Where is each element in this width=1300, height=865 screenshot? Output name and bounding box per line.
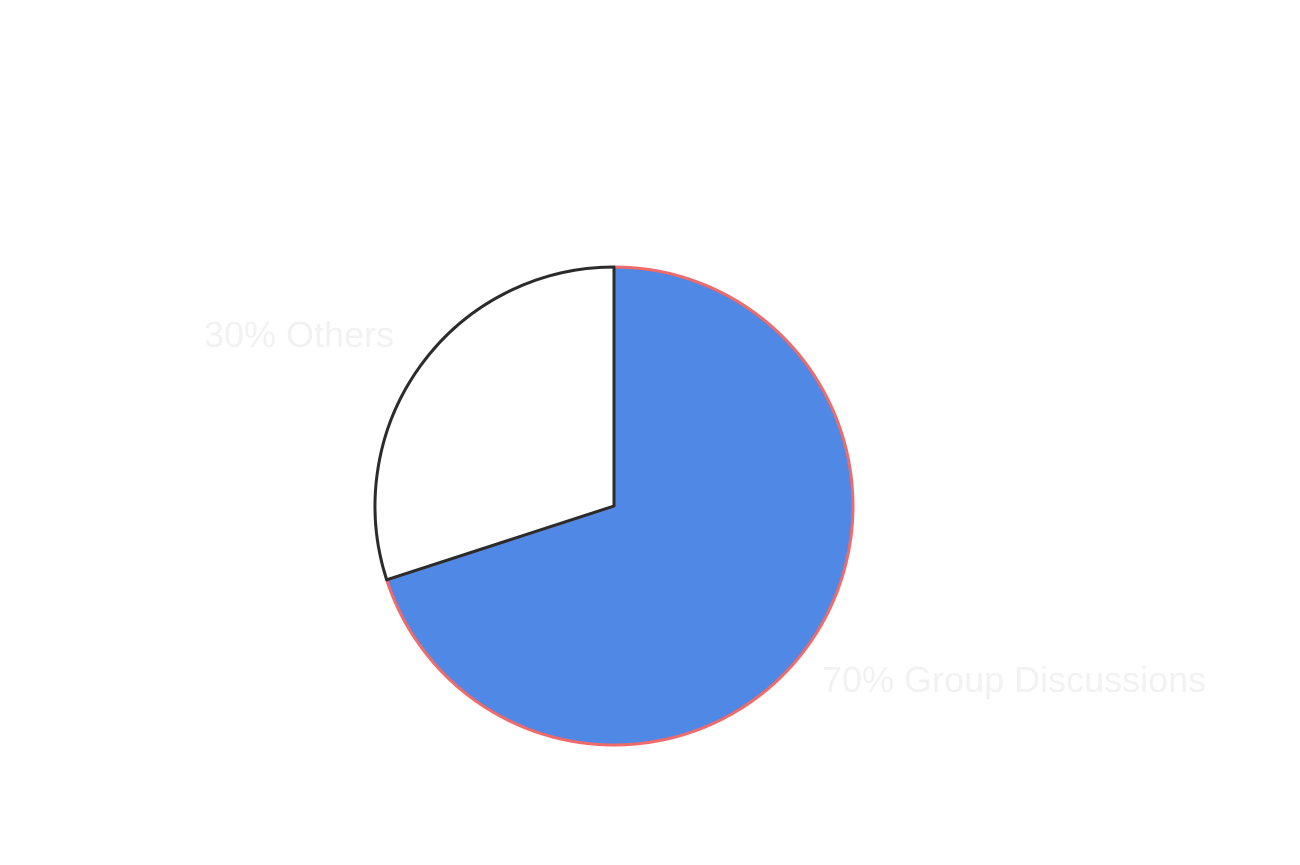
slice-label-others: 30% Others xyxy=(204,314,394,355)
pie-slice-others xyxy=(373,265,616,582)
slice-label-group-discussions: 70% Group Discussions xyxy=(822,659,1206,700)
pie-slice-group-discussions xyxy=(385,265,855,747)
